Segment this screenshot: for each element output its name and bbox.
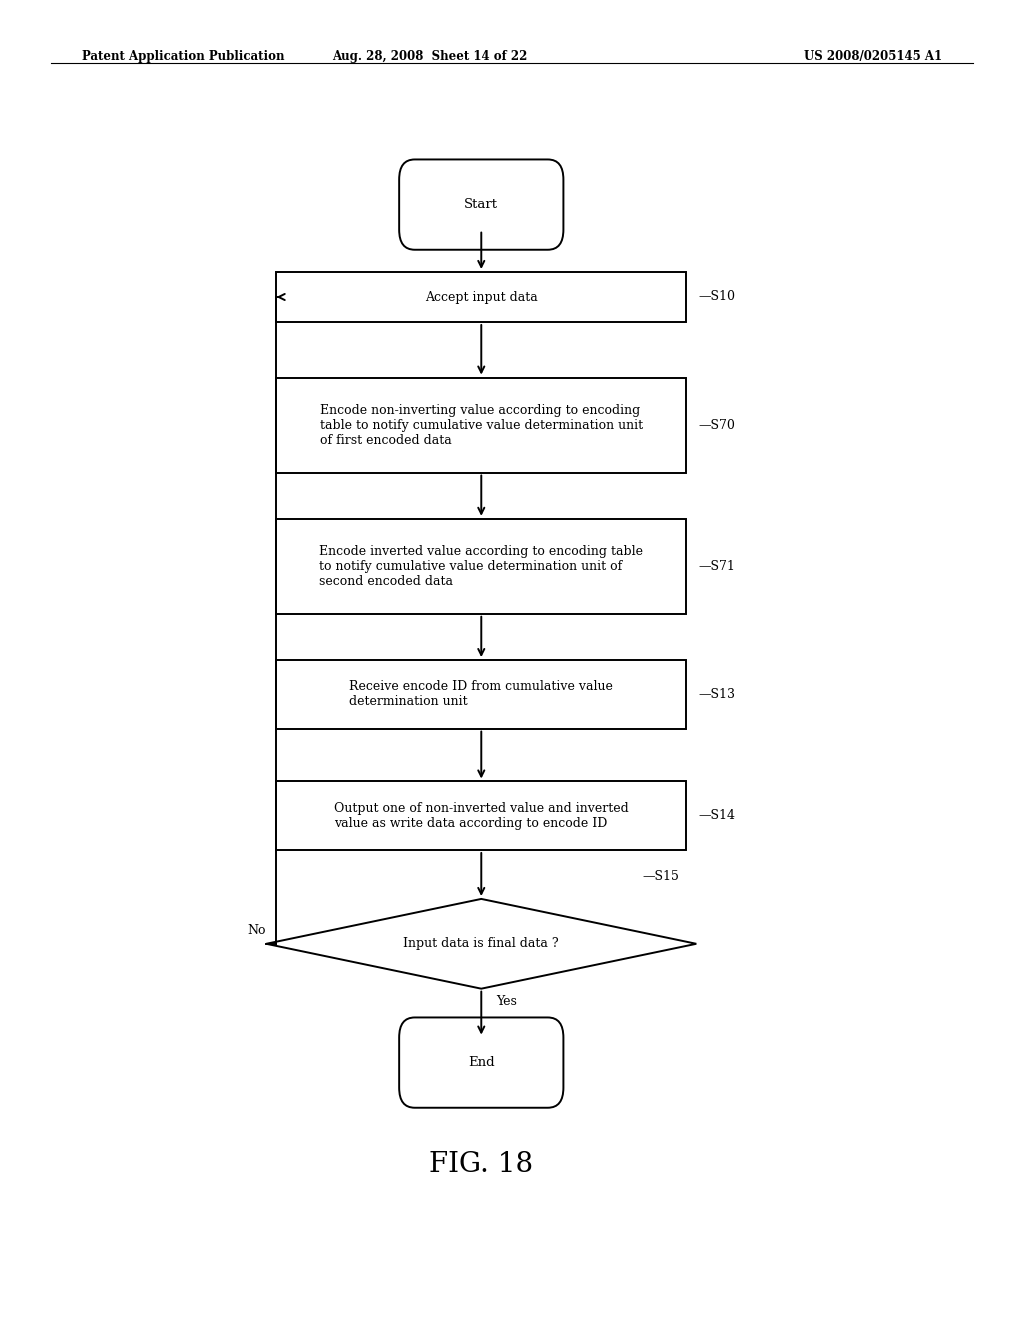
- Text: —S14: —S14: [698, 809, 735, 822]
- Text: Output one of non-inverted value and inverted
value as write data according to e: Output one of non-inverted value and inv…: [334, 801, 629, 830]
- Bar: [276, 781, 686, 850]
- Bar: [276, 519, 686, 614]
- FancyBboxPatch shape: [399, 1018, 563, 1107]
- Text: Aug. 28, 2008  Sheet 14 of 22: Aug. 28, 2008 Sheet 14 of 22: [333, 50, 527, 63]
- Text: —S71: —S71: [698, 560, 735, 573]
- Bar: [276, 272, 686, 322]
- Text: End: End: [468, 1056, 495, 1069]
- Text: —S15: —S15: [642, 870, 679, 883]
- Text: Patent Application Publication: Patent Application Publication: [82, 50, 285, 63]
- Text: —S13: —S13: [698, 688, 735, 701]
- Text: Receive encode ID from cumulative value
determination unit: Receive encode ID from cumulative value …: [349, 680, 613, 709]
- Text: US 2008/0205145 A1: US 2008/0205145 A1: [804, 50, 942, 63]
- Bar: [276, 378, 686, 473]
- Text: Encode non-inverting value according to encoding
table to notify cumulative valu: Encode non-inverting value according to …: [319, 404, 643, 446]
- Text: Start: Start: [464, 198, 499, 211]
- Text: Accept input data: Accept input data: [425, 290, 538, 304]
- Text: Encode inverted value according to encoding table
to notify cumulative value det: Encode inverted value according to encod…: [319, 545, 643, 587]
- Polygon shape: [266, 899, 696, 989]
- Bar: [276, 660, 686, 729]
- FancyBboxPatch shape: [399, 160, 563, 249]
- Text: Yes: Yes: [497, 995, 517, 1008]
- Text: —S70: —S70: [698, 418, 735, 432]
- Text: No: No: [248, 924, 266, 937]
- Text: —S10: —S10: [698, 290, 735, 304]
- Text: FIG. 18: FIG. 18: [429, 1151, 534, 1177]
- Text: Input data is final data ?: Input data is final data ?: [403, 937, 559, 950]
